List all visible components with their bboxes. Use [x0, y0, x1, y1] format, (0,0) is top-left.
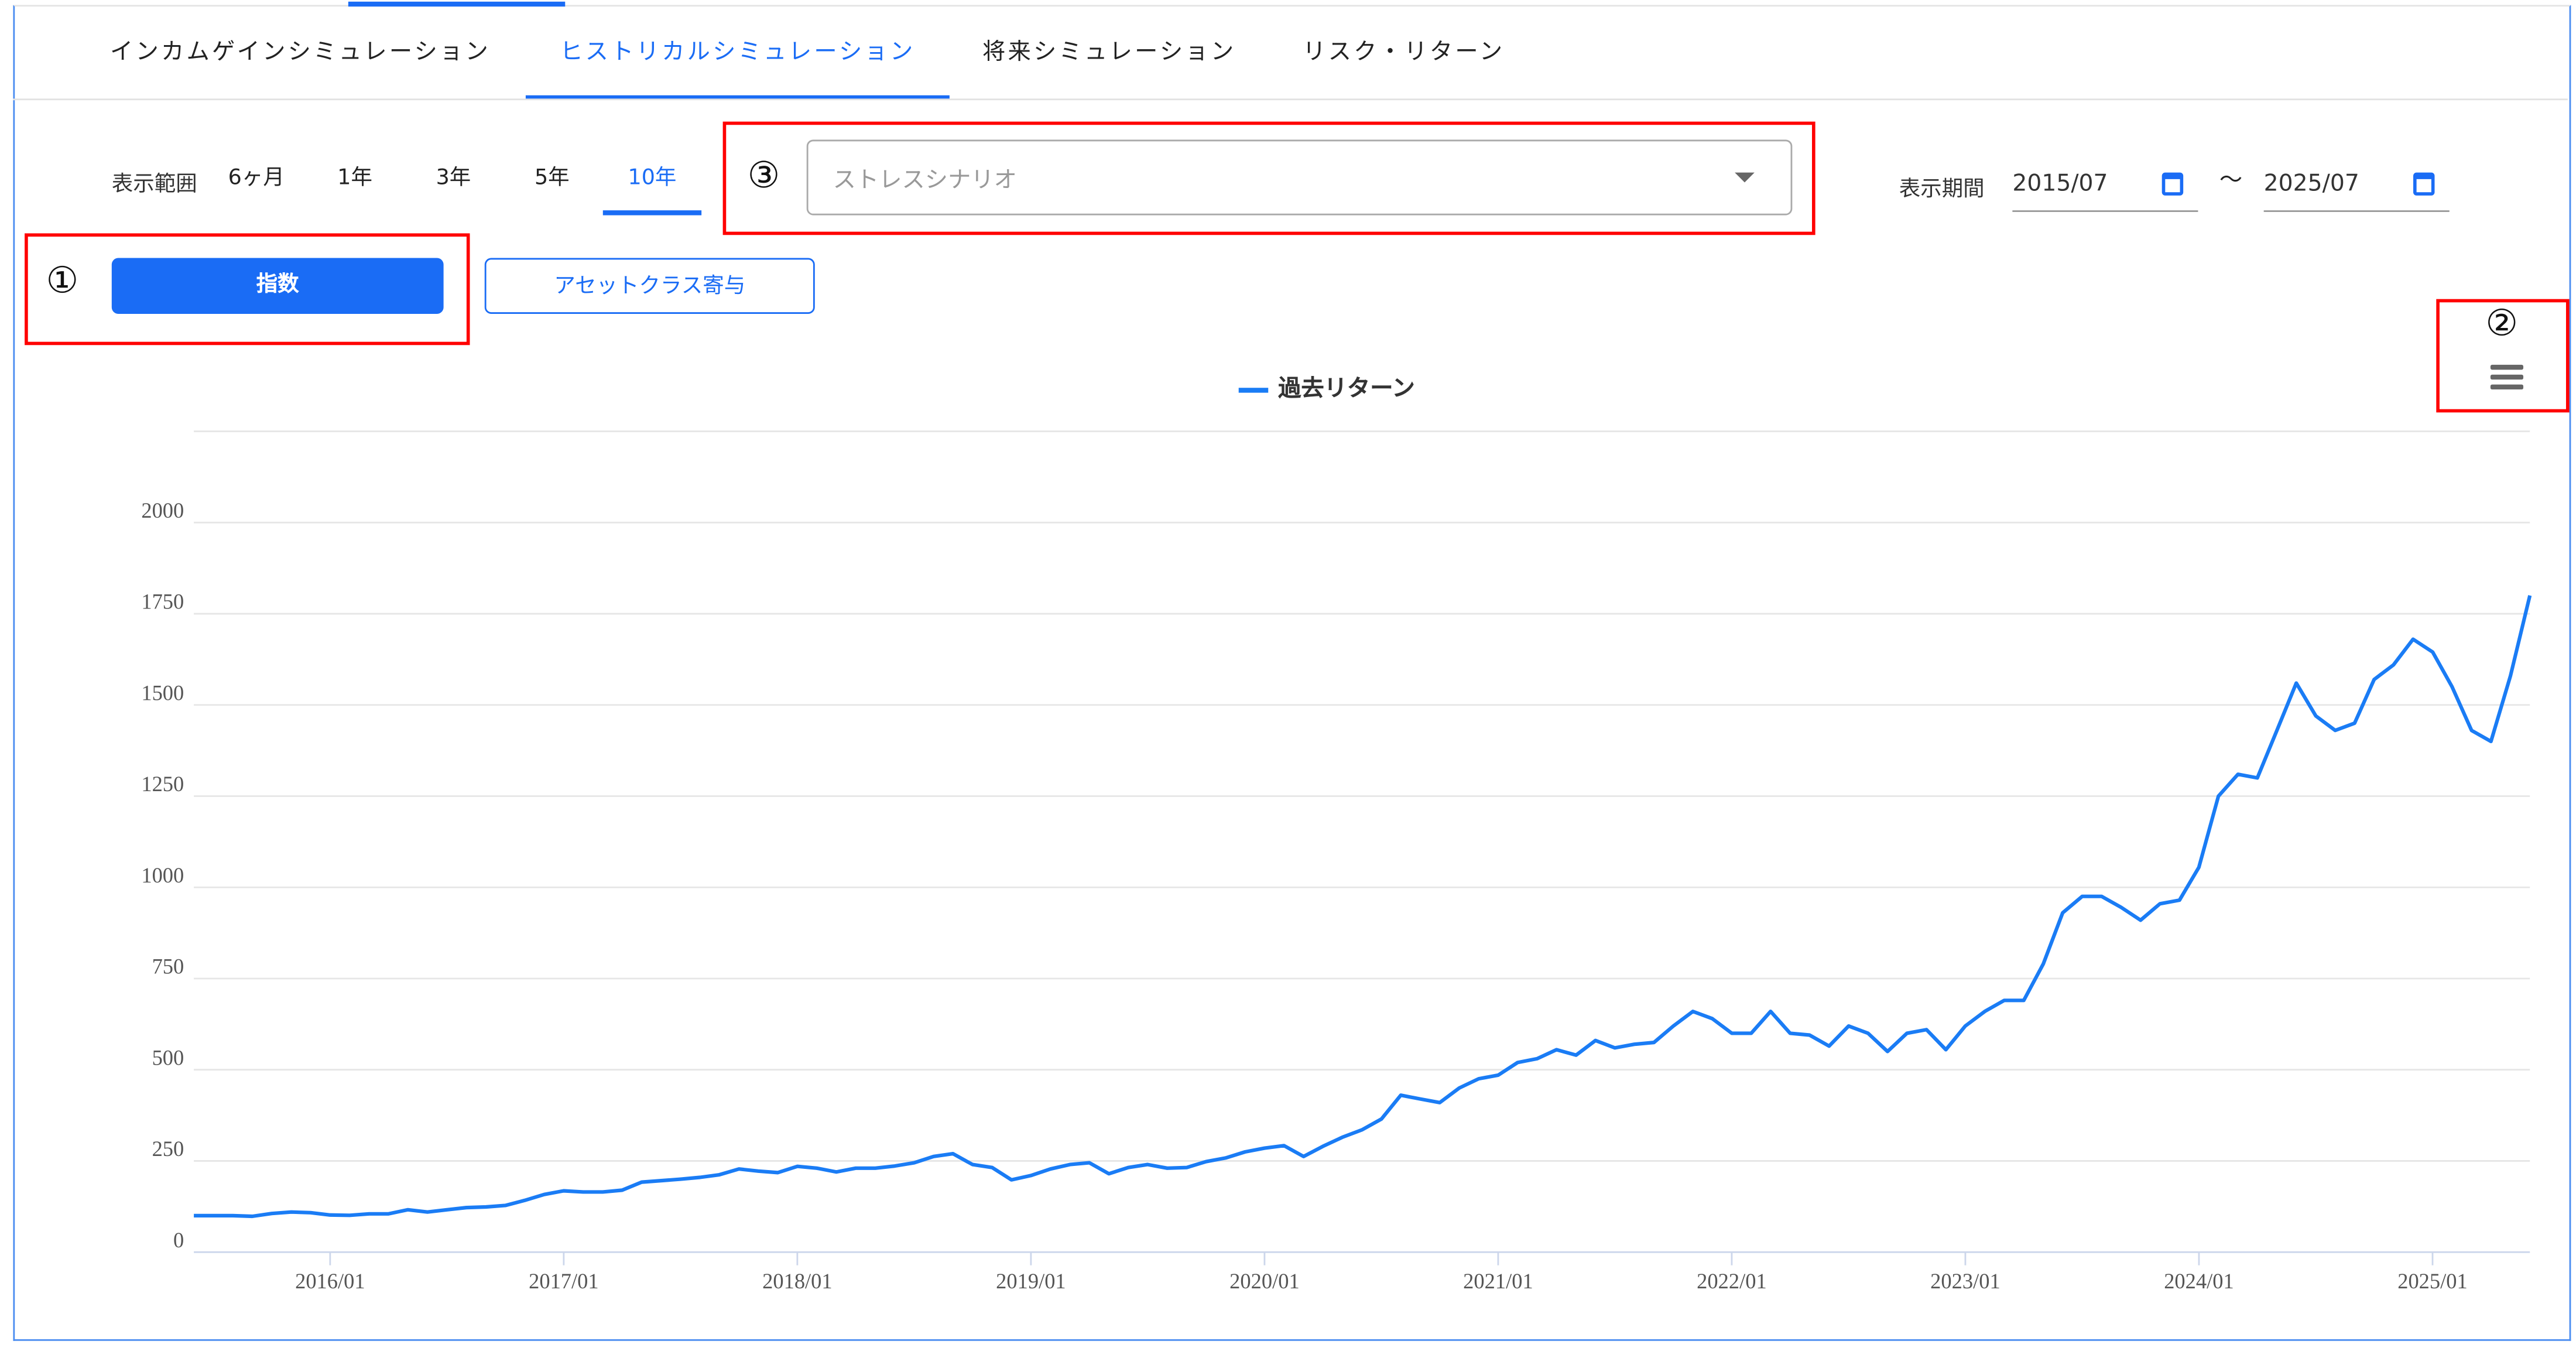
y-tick-label: 250: [152, 1137, 184, 1161]
tab-historical[interactable]: ヒストリカルシミュレーション: [525, 23, 950, 99]
y-tick-label: 2000: [141, 499, 184, 522]
calendar-icon[interactable]: [2161, 172, 2184, 196]
period-from-value: 2015/07: [2012, 170, 2108, 197]
period-label: 表示期間: [1899, 177, 1985, 203]
y-tick-label: 1750: [141, 590, 184, 614]
highlight-box-3: [722, 121, 1815, 235]
index-button[interactable]: 指数: [111, 258, 444, 314]
annotation-2: ②: [2485, 304, 2518, 346]
period-separator: 〜: [2219, 167, 2243, 194]
series-line-past-return[interactable]: [194, 595, 2532, 1219]
y-tick-label: 1000: [141, 864, 184, 887]
x-tick-label: 2023/01: [1930, 1270, 2000, 1293]
range-6m[interactable]: 6ヶ月: [228, 166, 285, 191]
period-to-value: 2025/07: [2263, 170, 2359, 197]
legend-label: 過去リターン: [1278, 376, 1415, 403]
y-tick-label: 0: [173, 1229, 184, 1252]
x-tick-label: 2017/01: [529, 1270, 599, 1293]
y-tick-label: 1500: [141, 681, 184, 704]
range-5y[interactable]: 5年: [534, 166, 570, 191]
highlight-box-1: [25, 233, 470, 346]
asset-class-contribution-button[interactable]: アセットクラス寄与: [484, 258, 815, 314]
period-to-input[interactable]: 2025/07: [2263, 165, 2450, 212]
x-tick-label: 2018/01: [762, 1270, 833, 1293]
tab-income-gain[interactable]: インカムゲインシミュレーション: [110, 39, 491, 66]
tab-future[interactable]: 将来シミュレーション: [982, 39, 1236, 66]
range-10y[interactable]: 10年: [602, 158, 702, 216]
tab-bar: インカムゲインシミュレーション ヒストリカルシミュレーション 将来シミュレーショ…: [13, 23, 2568, 101]
highlight-box-2: [2436, 299, 2570, 413]
stress-scenario-select[interactable]: ストレスシナリオ: [806, 139, 1793, 216]
x-tick-label: 2025/01: [2397, 1270, 2468, 1293]
chart-menu-icon[interactable]: [2490, 364, 2524, 391]
select-placeholder: ストレスシナリオ: [833, 167, 1017, 194]
y-tick-label: 1250: [141, 772, 184, 796]
x-tick-label: 2020/01: [1229, 1270, 1300, 1293]
annotation-3: ③: [747, 156, 780, 197]
legend-item[interactable]: 過去リターン: [1238, 371, 1415, 404]
x-tick-label: 2022/01: [1697, 1270, 1767, 1293]
range-1y[interactable]: 1年: [337, 166, 372, 191]
range-3y[interactable]: 3年: [436, 166, 471, 191]
y-tick-label: 500: [152, 1046, 184, 1069]
range-label: 表示範囲: [111, 172, 197, 197]
panel-frame: [13, 5, 2571, 1341]
x-tick-label: 2019/01: [996, 1270, 1066, 1293]
x-tick-label: 2024/01: [2164, 1270, 2234, 1293]
period-from-input[interactable]: 2015/07: [2012, 165, 2198, 212]
calendar-icon[interactable]: [2413, 172, 2435, 196]
x-tick-label: 2021/01: [1463, 1270, 1533, 1293]
top-indicator: [348, 1, 566, 7]
x-tick-label: 2016/01: [295, 1270, 365, 1293]
legend-swatch: [1238, 387, 1269, 392]
y-tick-label: 750: [152, 955, 184, 979]
chevron-down-icon: [1735, 172, 1755, 183]
annotation-1: ①: [46, 261, 78, 303]
tab-risk-return[interactable]: リスク・リターン: [1303, 39, 1505, 66]
